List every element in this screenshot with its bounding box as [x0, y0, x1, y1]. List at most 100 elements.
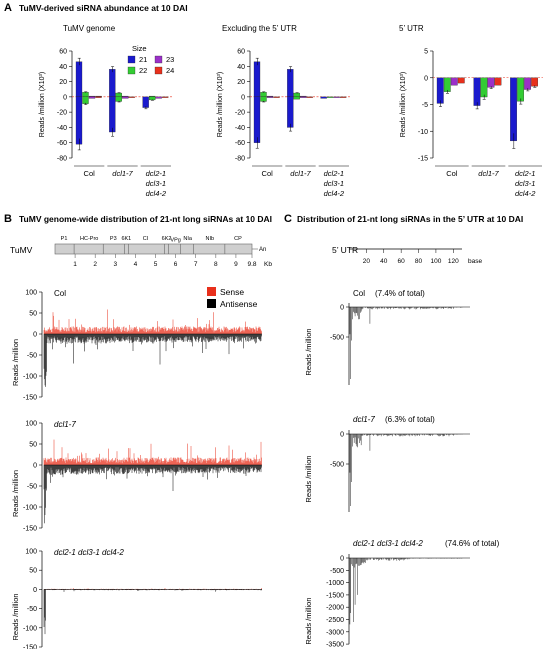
y-tick-label: 100: [25, 549, 37, 556]
bar-antisense-22-0: [443, 77, 451, 92]
panel-a-subplot-1: Excluding the 5’ UTR 60 40 20 0 -20 -40 -60 -80 R…: [217, 24, 350, 198]
subplot-title: TuMV genome: [63, 24, 116, 33]
bar-sense-22-0: [260, 92, 267, 98]
base-unit: base: [468, 258, 482, 265]
panel-letter-b: B: [4, 213, 12, 225]
legend-swatch: [154, 55, 163, 64]
category-label: dcl2-1: [515, 169, 535, 178]
subplot-title: Excluding the 5’ UTR: [222, 24, 297, 33]
bar-antisense-21-2: [142, 96, 149, 108]
bar-sense-21-0: [253, 61, 261, 98]
bar-antisense-21-1: [287, 96, 294, 128]
panel-b-title: TuMV genome-wide distribution of 21-nt l…: [19, 214, 272, 224]
utr-profile: [349, 558, 463, 625]
gene-label-NIb: NIb: [206, 236, 215, 242]
bar-antisense-21-1: [473, 77, 481, 106]
legend-label: Sense: [220, 287, 244, 297]
utr-distribution-1: 0 -500 Reads /million dcl1-7 (6.3% of total): [304, 415, 470, 512]
bar-antisense-24-2: [340, 96, 347, 98]
bar-sense-21-0: [75, 61, 83, 98]
utr-profile: [349, 434, 463, 506]
y-axis-label: Reads /million: [11, 339, 20, 386]
y-tick-label: 40: [237, 64, 245, 71]
y-tick-label: -2000: [326, 605, 344, 612]
size-legend: Size 21 22 23 24: [127, 44, 174, 75]
bar-sense-22-0: [82, 92, 89, 98]
y-axis-label: Reads /million (X10³): [400, 72, 407, 137]
strand-legend: Sense Antisense: [207, 287, 258, 309]
y-tick-label: -50: [27, 484, 37, 491]
legend-title: Size: [132, 44, 147, 53]
category-label: Col: [84, 169, 96, 178]
legend-swatch: [154, 66, 163, 75]
kb-tick-label: 2: [93, 261, 97, 268]
utr-map: 5’ UTR 20 40 60 80 100 120 base: [332, 245, 482, 265]
kb-tick-label: 9.8: [247, 261, 256, 268]
legend-swatch: [127, 55, 136, 64]
y-tick-label: -10: [418, 129, 428, 136]
y-tick-label: 40: [59, 64, 67, 71]
y-tick-label: -20: [235, 110, 245, 117]
y-tick-label: 50: [29, 568, 37, 575]
bar-antisense-23-1: [122, 96, 129, 99]
legend-label: 23: [166, 55, 174, 64]
genome-distribution-1: 100 50 0 -50 -100 -150 Reads /million dcl1-7: [11, 420, 262, 533]
gene-label-6K2: 6K2: [162, 236, 172, 242]
antisense-profile: [43, 334, 262, 387]
antisense-profile: [43, 465, 262, 524]
legend-swatch: [127, 66, 136, 75]
y-tick-label: -2500: [326, 617, 344, 624]
bar-antisense-24-0: [457, 77, 465, 84]
category-label: Col: [262, 169, 274, 178]
y-tick-label: 20: [59, 79, 67, 86]
y-tick-label: 50: [29, 442, 37, 449]
percent-note: (6.3% of total): [385, 415, 435, 424]
y-tick-label: -150: [23, 395, 37, 402]
y-tick-label: -1500: [326, 592, 344, 599]
bar-antisense-21-0: [75, 96, 83, 145]
sense-profile: [43, 309, 262, 334]
y-tick-label: 60: [237, 49, 245, 56]
kb-tick-label: 8: [214, 261, 218, 268]
y-tick-label: -150: [23, 526, 37, 533]
y-tick-label: -5: [422, 102, 428, 109]
y-tick-label: -40: [57, 125, 67, 132]
legend-label: Antisense: [220, 299, 258, 309]
y-tick-label: -60: [235, 140, 245, 147]
bar-antisense-23-2: [333, 96, 340, 98]
bar-antisense-22-0: [260, 96, 267, 102]
y-tick-label: 0: [340, 556, 344, 563]
y-axis-label: Reads /million (X10³): [217, 72, 224, 137]
bar-antisense-22-0: [82, 96, 89, 104]
bar-antisense-24-2: [531, 77, 538, 87]
y-tick-label: 20: [237, 79, 245, 86]
y-axis-label: Reads /million (X10³): [39, 72, 46, 137]
y-tick-label: 0: [340, 305, 344, 312]
y-tick-label: -150: [23, 645, 37, 649]
panel-letter-a: A: [4, 2, 12, 14]
bar-antisense-22-1: [480, 77, 488, 98]
kb-tick-label: 4: [134, 261, 138, 268]
percent-note: (7.4% of total): [375, 289, 425, 298]
antisense-profile: [43, 589, 262, 635]
y-tick-label: -500: [330, 462, 344, 469]
bar-antisense-23-2: [524, 77, 531, 90]
category-label: dcl3-1: [146, 179, 166, 188]
kb-tick-label: 5: [154, 261, 158, 268]
genotype-label: dcl2-1 dcl3-1 dcl4-2: [54, 548, 124, 557]
bar-antisense-21-1: [109, 96, 116, 133]
base-tick-label: 60: [398, 258, 406, 265]
panel-a-subplot-2: 5’ UTR 5 0 -5 -10 -15 Reads /million (X10³) Col…: [399, 24, 543, 198]
bar-antisense-22-1: [115, 96, 122, 102]
legend-swatch-antisense: [207, 299, 216, 308]
panel-a-title: TuMV-derived siRNA abundance at 10 DAI: [19, 3, 188, 13]
subplot-title: 5’ UTR: [399, 24, 424, 33]
genotype-label: dcl1-7: [353, 415, 375, 424]
y-axis-label: Reads /million: [304, 597, 313, 644]
y-tick-label: -3500: [326, 642, 344, 649]
percent-note: (74.6% of total): [445, 539, 500, 548]
y-tick-label: -15: [418, 156, 428, 163]
y-tick-label: -40: [235, 125, 245, 132]
